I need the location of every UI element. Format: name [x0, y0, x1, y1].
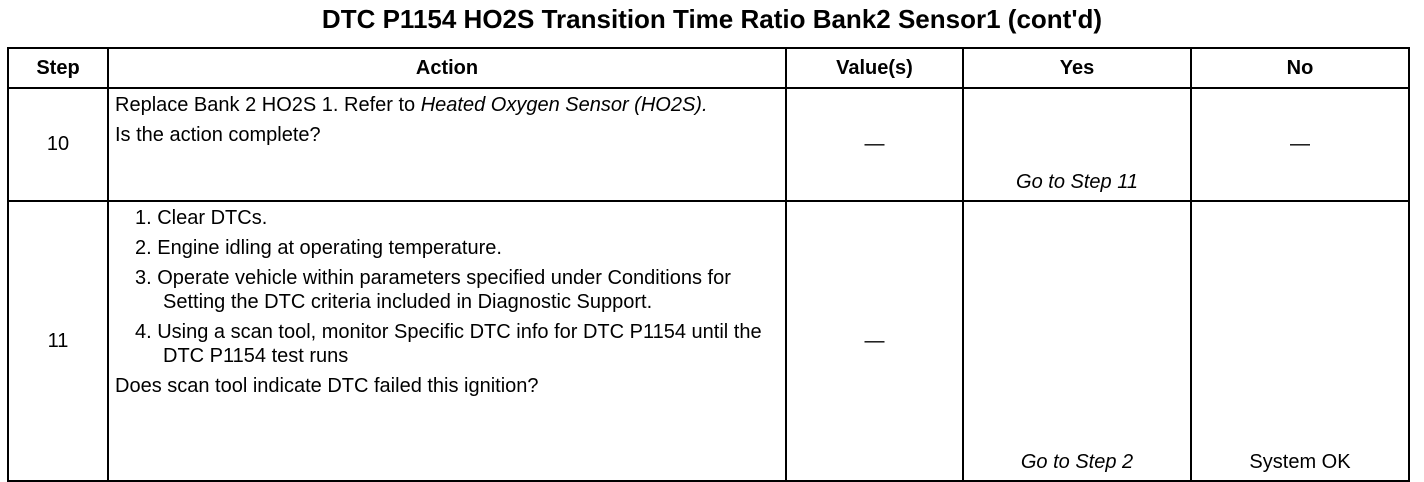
reference: Heated Oxygen Sensor (HO2S) [420, 94, 702, 116]
yes: Go to Step 2 [962, 200, 1192, 482]
list-item: 4. Using a scan tool, monitor Specific D… [135, 321, 762, 367]
list-item: 2. Engine idling at operating temperatur… [135, 237, 502, 259]
value: — [785, 200, 964, 482]
header-cell: Step [7, 47, 109, 89]
step: 11 [7, 200, 109, 482]
header-cell: Value(s) [785, 47, 964, 89]
question: Is the action complete? [115, 124, 321, 146]
row: 10 Replace Bank 2 HO2S 1. Refer to Heate… [7, 87, 1410, 202]
list-item: 3. Operate vehicle within parameters spe… [135, 267, 731, 313]
action-text: Replace Bank 2 HO2S 1. Refer to Heated O… [115, 93, 779, 117]
list-item: 1. Clear DTCs. [135, 207, 268, 229]
question: Does scan tool indicate DTC failed this … [115, 375, 539, 397]
row: 11 1. Clear DTCs. 2. Engine idling at ope… [7, 200, 1410, 482]
text: . [701, 94, 708, 116]
text: Replace Bank 2 HO2S 1. Refer to [115, 94, 421, 116]
table: Step Action Value(s) Yes No 10 Replace B… [7, 47, 1410, 482]
step: 10 [7, 87, 109, 202]
header-cell: Yes [962, 47, 1192, 89]
title: DTC P1154 HO2S Transition Time Ratio Ban… [321, 4, 1103, 34]
header-cell: Action [107, 47, 787, 89]
no: — [1190, 87, 1410, 202]
yes: Go to Step 11 [962, 87, 1192, 202]
action: Replace Bank 2 HO2S 1. Refer to Heated O… [107, 87, 787, 202]
steps-list: 1. Clear DTCs. 2. Engine idling at operat… [115, 206, 779, 368]
action: 1. Clear DTCs. 2. Engine idling at operat… [107, 200, 787, 482]
header-row: Step Action Value(s) Yes No [7, 47, 1410, 89]
value: — [785, 87, 964, 202]
no: System OK [1190, 200, 1410, 482]
header-cell: No [1190, 47, 1410, 89]
